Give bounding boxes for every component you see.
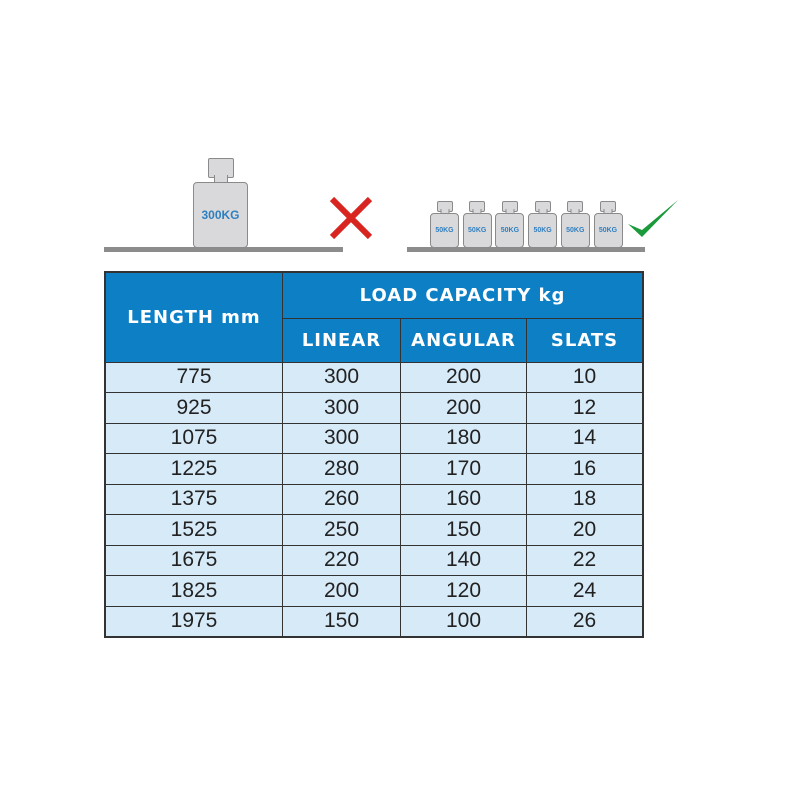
table-cell: 20 — [526, 514, 644, 546]
table-cell: 12 — [526, 392, 644, 424]
table-cell: 280 — [282, 453, 401, 485]
table-row: 1525 250 150 20 — [104, 514, 644, 546]
table-cell: 14 — [526, 422, 644, 454]
weight-label: 50KG — [528, 213, 558, 248]
table-cell: 1675 — [104, 544, 283, 576]
table-cell: 140 — [400, 544, 527, 576]
table-cell: 250 — [282, 514, 401, 546]
table-cell: 1975 — [104, 605, 283, 638]
table-cell: 925 — [104, 392, 283, 424]
table-cell: 170 — [400, 453, 527, 485]
header-angular: ANGULAR — [400, 317, 527, 363]
table-cell: 1525 — [104, 514, 283, 546]
table-cell: 200 — [400, 361, 527, 393]
header-load-capacity: LOAD CAPACITY kg — [282, 271, 644, 319]
table-cell: 200 — [282, 575, 401, 607]
weight-50kg: 50KG — [462, 201, 492, 248]
table-cell: 120 — [400, 575, 527, 607]
table-row: 1825 200 120 24 — [104, 575, 644, 607]
table-cell: 300 — [282, 422, 401, 454]
weight-50kg: 50KG — [528, 201, 558, 248]
weight-label: 50KG — [593, 213, 623, 248]
table-cell: 220 — [282, 544, 401, 576]
weight-label: 50KG — [430, 213, 459, 248]
table-cell: 300 — [282, 361, 401, 393]
table-cell: 18 — [526, 483, 644, 515]
table-cell: 775 — [104, 361, 283, 393]
table-row: 1075 300 180 14 — [104, 422, 644, 454]
table-cell: 160 — [400, 483, 527, 515]
table-cell: 26 — [526, 605, 644, 638]
table-row: 1375 260 160 18 — [104, 483, 644, 515]
table-row: 1225 280 170 16 — [104, 453, 644, 485]
table-row: 775 300 200 10 — [104, 361, 644, 393]
header-linear: LINEAR — [282, 317, 401, 363]
table-row: 1975 150 100 26 — [104, 605, 644, 638]
weight-300kg: 300KG — [193, 158, 248, 248]
header-length: LENGTH mm — [104, 271, 283, 363]
table-cell: 200 — [400, 392, 527, 424]
check-icon — [628, 200, 678, 237]
weight-label: 300KG — [193, 182, 248, 248]
header-slats: SLATS — [526, 317, 644, 363]
weight-50kg: 50KG — [495, 201, 525, 248]
table-cell: 150 — [400, 514, 527, 546]
weight-50kg: 50KG — [593, 201, 623, 248]
table-cell: 180 — [400, 422, 527, 454]
table-cell: 1375 — [104, 483, 283, 515]
table-cell: 24 — [526, 575, 644, 607]
ground-line-right — [407, 247, 645, 252]
table-row: 925 300 200 12 — [104, 392, 644, 424]
cross-icon — [329, 196, 373, 240]
table-cell: 1225 — [104, 453, 283, 485]
weight-label: 50KG — [462, 213, 492, 248]
table-cell: 150 — [282, 605, 401, 638]
load-capacity-table: LENGTH mm LOAD CAPACITY kg LINEAR ANGULA… — [104, 271, 644, 638]
weight-label: 50KG — [560, 213, 590, 248]
table-cell: 22 — [526, 544, 644, 576]
table-cell: 300 — [282, 392, 401, 424]
ground-line-left — [104, 247, 343, 252]
table-cell: 260 — [282, 483, 401, 515]
weight-50kg: 50KG — [560, 201, 590, 248]
table-cell: 16 — [526, 453, 644, 485]
table-cell: 10 — [526, 361, 644, 393]
table-cell: 1825 — [104, 575, 283, 607]
table-row: 1675 220 140 22 — [104, 544, 644, 576]
table-cell: 100 — [400, 605, 527, 638]
weight-50kg: 50KG — [430, 201, 459, 248]
table-cell: 1075 — [104, 422, 283, 454]
weight-label: 50KG — [495, 213, 525, 248]
